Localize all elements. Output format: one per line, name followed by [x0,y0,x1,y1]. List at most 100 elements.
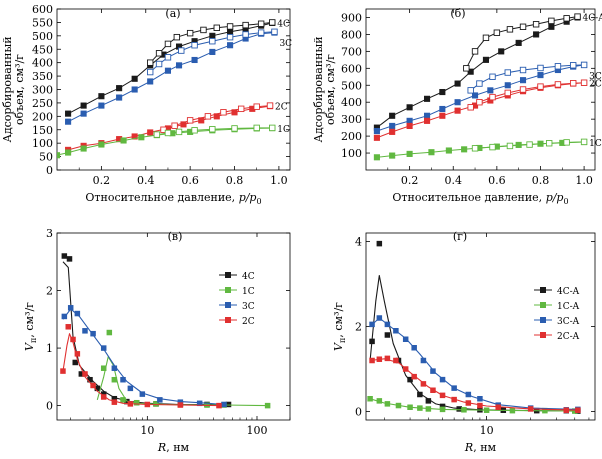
adsorption-point [65,149,72,156]
series-label: 1C-A [589,139,602,149]
distribution-point [456,406,462,412]
panel-label: (г) [453,230,467,243]
distribution-point [225,401,232,408]
y-tick-label: 700 [341,45,362,58]
series-1C-A [373,138,588,161]
distribution-point [402,366,409,372]
panel-g: 0 2 4 10 (г) R, нм Vп, см³/г 4C-A 1C-A 3C-A 2C-A [332,230,596,454]
distribution-point [369,357,375,364]
distribution-point [451,385,457,391]
desorption-point [482,34,490,42]
plot-frame [56,232,291,421]
adsorption-point [80,102,87,109]
adsorption-point [180,121,187,128]
desorption-point [519,86,527,93]
desorption-point [242,21,249,29]
adsorption-point [424,117,431,124]
distribution-point [78,371,85,377]
series-2C [65,102,274,153]
legend-marker [225,287,231,293]
distribution-point [61,253,68,259]
desorption-point [253,103,260,110]
desorption-point [504,69,511,76]
desorption-point [506,26,514,33]
adsorption-point [515,39,522,46]
legend-label: 4C [242,272,255,282]
distribution-point [384,401,391,407]
adsorption-point [406,122,413,129]
desorption-point [155,60,163,68]
distribution-point [411,345,417,351]
x-tick-label: 10 [140,424,154,437]
x-tick-label: 0.4 [444,174,462,187]
adsorption-point [445,147,452,154]
x-tick-label: 1.0 [575,174,593,187]
distribution-point [67,305,74,311]
legend-marker [540,302,546,308]
series-4C-A [369,240,581,414]
desorption-point [242,31,249,38]
distribution-point [461,407,467,413]
desorption-point [226,23,234,30]
series-4C [65,19,276,117]
desorption-point [271,28,278,36]
legend-label: 2C-A [557,332,580,342]
adsorption-point [198,117,205,124]
y-axis-label: Vп, см³/г [332,302,347,351]
desorption-point [519,66,527,74]
legend-label: 3C-A [557,317,580,327]
adsorption-point [498,48,505,55]
desorption-point [467,104,474,111]
y-tick-label: 600 [32,3,53,16]
y-tick-label: 0 [46,164,53,177]
series-1C [96,329,271,409]
desorption-point [231,125,238,132]
distribution-point [124,398,130,405]
distribution-point [477,396,483,402]
desorption-point [526,141,533,148]
x-tick-label: 0.2 [401,174,419,187]
x-tick-label: 0.4 [137,174,155,187]
desorption-point [191,127,198,134]
legend: 4C 1C 3C 2C [219,272,255,327]
plot-area [373,13,588,161]
distribution-point [402,336,409,342]
distribution-point [527,406,534,412]
distribution-point [90,382,96,389]
distribution-point [70,336,76,343]
distribution-point [369,338,375,345]
distribution-point [82,371,88,377]
desorption-point [554,63,562,70]
desorption-point [471,145,479,152]
desorption-point [489,93,496,101]
distribution-point [384,332,391,338]
desorption-point [146,68,154,76]
distribution-point [61,313,68,320]
distribution-point [111,376,118,383]
adsorption-point [116,85,123,92]
adsorption-point [164,67,172,74]
distribution-point [509,407,516,414]
series-label: 4C [277,19,290,29]
adsorption-point [406,117,413,124]
distribution-curve [62,261,229,406]
adsorption-point [504,82,511,89]
legend-marker [225,317,231,323]
distribution-point [376,356,383,362]
adsorption-point [467,68,474,75]
adsorption-point [548,23,555,30]
distribution-point [420,357,427,364]
panel-label: (в) [168,230,183,243]
distribution-point [111,395,118,402]
distribution-point [157,397,163,403]
series-label: 3C [279,39,292,49]
adsorption-point [389,122,396,129]
distribution-point [100,391,107,397]
desorption-point [266,102,274,109]
y-tick-label: 2 [355,321,362,334]
desorption-point [164,40,172,48]
series-label: 4C-A [583,14,602,24]
distribution-point [72,359,78,366]
y-tick-label: 0 [355,406,362,419]
desorption-point [173,33,181,41]
